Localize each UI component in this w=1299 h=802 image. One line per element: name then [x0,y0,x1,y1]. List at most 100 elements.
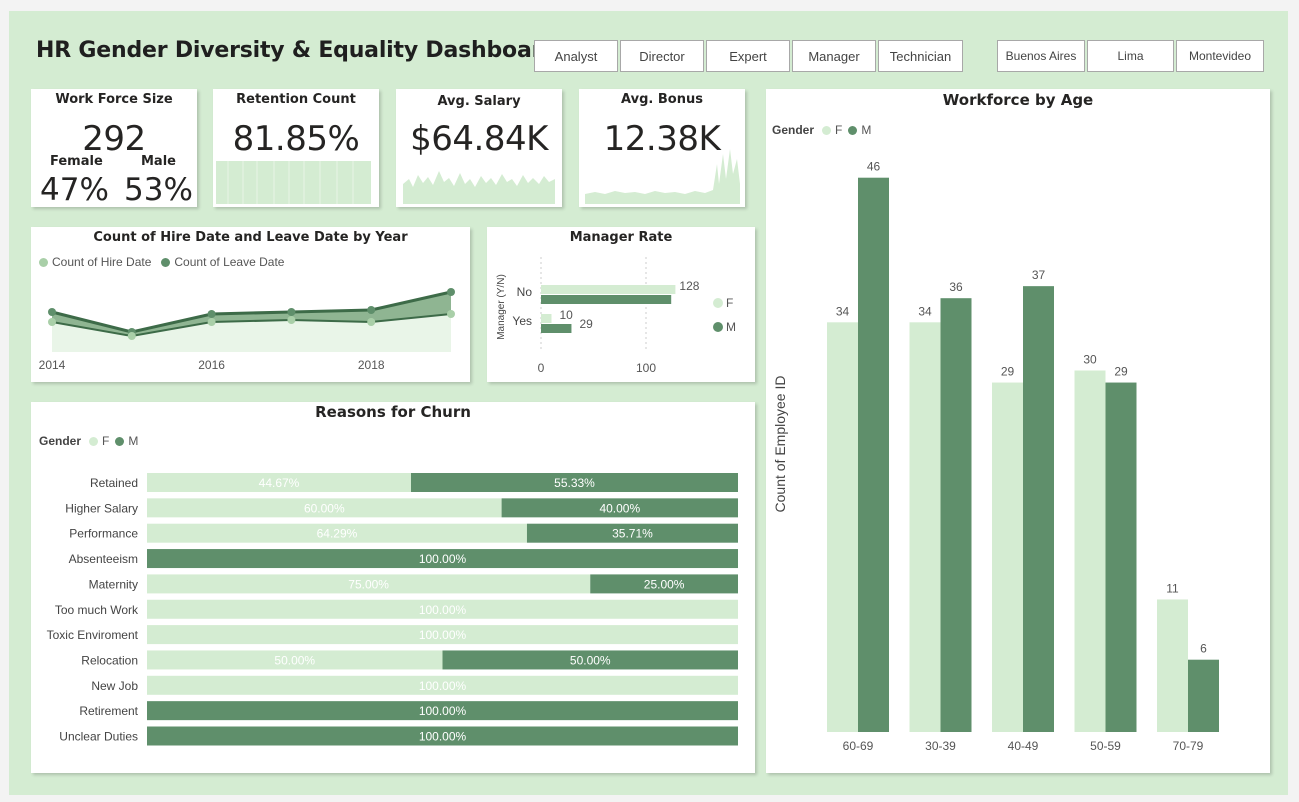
legend-leave-label: Count of Leave Date [174,255,285,269]
kpi-card-bonus[interactable]: Avg. Bonus 12.38K [579,89,745,207]
age-bar-f [992,382,1023,732]
kpi-workforce-title: Work Force Size [55,92,173,107]
churn-label-f: 75.00% [348,577,389,591]
churn-label-m: 100.00% [419,704,467,718]
leave-point [48,308,56,316]
slicer-city-montevideo[interactable]: Montevideo [1176,40,1264,72]
kpi-card-retention[interactable]: Retention Count 81.85% [213,89,379,207]
slicer-role-director[interactable]: Director [620,40,704,72]
kpi-retention-title: Retention Count [236,92,356,107]
churn-bar-m [501,498,738,518]
kpi-card-salary[interactable]: Avg. Salary $64.84K [396,89,562,207]
hire-line [51,313,452,338]
churn-bar-f [147,675,738,695]
churn-category-label: Relocation [81,653,138,667]
age-value-f: 11 [1166,581,1179,595]
slicer-role-technician[interactable]: Technician [878,40,963,72]
churn-bar-f [147,523,527,543]
age-value-f: 34 [918,304,932,318]
dashboard-title: HR Gender Diversity & Equality Dashboard [36,38,558,63]
hire-leave-legend: Count of Hire Date Count of Leave Date [39,255,284,269]
manager-rate-title: Manager Rate [569,230,673,245]
churn-category-label: Absenteeism [69,552,138,566]
churn-bar-f [147,599,738,619]
age-bar-m [858,177,889,732]
churn-label-m: 35.71% [612,527,653,541]
churn-legend-f-dot [89,436,99,446]
churn-bar-m [410,473,738,492]
churn-plot: Retained 44.67% 55.33% Higher Salary 60.00% 4… [47,473,738,746]
churn-card[interactable]: Reasons for Churn Gender F M Retained 44.… [31,402,755,773]
hire-point [207,318,216,326]
mgr-bar-f [541,285,676,294]
age-legend-m: M [861,123,872,137]
age-value-m: 6 [1200,642,1207,656]
age-bar-f [827,322,858,732]
churn-category-label: Retained [90,476,138,490]
age-legend-m-dot [848,125,858,135]
leave-point [287,308,296,316]
mgr-legend-m-dot [713,322,723,332]
legend-leave-dot [161,257,171,267]
hire-leave-title: Count of Hire Date and Leave Date by Yea… [93,230,408,245]
mgr-bar-m [541,295,672,304]
kpi-salary-value: $64.84K [410,119,548,159]
age-legend-title: Gender [772,123,815,137]
kpi-bonus-value: 12.38K [603,119,721,159]
mgr-value-label: 10 [560,308,574,322]
churn-bar-m [442,650,738,670]
bonus-sparkline [585,149,740,204]
slicer-city-lima[interactable]: Lima [1087,40,1174,72]
mgr-category-label: Yes [512,314,532,328]
kpi-salary-title: Avg. Salary [437,94,521,109]
hire-leave-chart-card[interactable]: Count of Hire Date and Leave Date by Yea… [31,227,470,382]
age-legend-f: F [835,123,843,137]
age-y-axis-title: Count of Employee ID [772,376,788,513]
slicer-role-manager[interactable]: Manager [792,40,876,72]
age-chart-card[interactable]: Workforce by Age Gender F M 34 46 60-69 34 3… [766,89,1270,773]
salary-sparkline [403,171,555,204]
churn-bar-f [147,473,411,492]
age-x-tick: 30-39 [925,739,956,753]
churn-label-m: 40.00% [599,501,640,515]
churn-label-m: 100.00% [419,730,467,744]
leave-point [207,310,216,318]
x-tick-label: 2016 [198,358,225,372]
churn-bar-f [147,574,591,594]
churn-legend-m: M [128,434,139,448]
kpi-male-pct: 53% [124,172,193,207]
slicer-city-buenos-aires[interactable]: Buenos Aires [997,40,1085,72]
hire-point [127,332,136,340]
churn-label-f: 100.00% [419,679,467,693]
age-value-m: 29 [1114,365,1128,379]
x-tick-label: 2014 [39,358,66,372]
kpi-workforce-value: 292 [82,119,146,159]
churn-label-f: 100.00% [419,603,467,617]
churn-legend-title: Gender [39,434,82,448]
churn-category-label: Retirement [79,704,138,718]
age-legend: Gender F M [772,123,871,137]
churn-legend: Gender F M [39,434,138,448]
churn-category-label: Toxic Enviroment [47,628,139,642]
kpi-card-workforce[interactable]: Work Force Size 292 Female Male 47% 53% [31,89,197,207]
retention-sparkline [216,161,371,204]
mgr-x-tick: 0 [538,361,545,375]
slicer-role-expert[interactable]: Expert [706,40,790,72]
age-bar-f [1074,370,1106,732]
leave-line [51,290,452,334]
x-tick-label: 2018 [358,358,385,372]
mgr-x-tick: 100 [636,361,656,375]
age-value-m: 46 [867,160,881,174]
age-x-tick: 70-79 [1173,739,1204,753]
churn-category-label: Too much Work [55,603,139,617]
slicer-role-analyst[interactable]: Analyst [534,40,618,72]
mgr-y-axis-title: Manager (Y/N) [496,274,507,340]
churn-label-m: 50.00% [570,653,611,667]
age-legend-f-dot [822,125,832,135]
manager-rate-card[interactable]: Manager Rate No Yes 128 10 29 0 100 Manager (Y/… [487,227,755,382]
churn-legend-m-dot [115,436,125,446]
churn-bar-m [147,726,738,746]
age-x-tick: 50-59 [1090,739,1121,753]
kpi-female-label: Female [50,154,103,169]
hire-leave-plot: 2014 2016 2018 [39,288,455,372]
